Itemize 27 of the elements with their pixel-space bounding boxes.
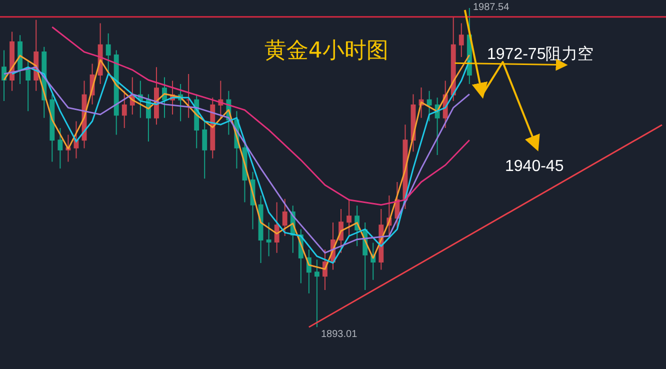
text: 黄金4小时图 (264, 38, 388, 64)
candlestick (66, 134, 71, 162)
annotation: 1987.54 (473, 2, 510, 13)
candlestick (50, 94, 55, 162)
annotation: 1972-75阻力空 (487, 45, 594, 63)
candlestick (210, 97, 216, 159)
candlestick (122, 90, 127, 128)
annotation: 1940-45 (505, 158, 564, 175)
candlestick (458, 22, 464, 58)
candlestick (74, 120, 79, 159)
candlestick (106, 32, 111, 74)
candlestick (426, 90, 432, 122)
candlestick (314, 259, 320, 328)
candlestick (266, 222, 272, 257)
candlestick (450, 16, 456, 102)
candlestick (186, 73, 192, 118)
candlestick (58, 127, 63, 169)
candlestick (18, 34, 23, 85)
candlestick (274, 202, 280, 254)
candlestick (26, 60, 31, 112)
candlestick (2, 50, 6, 102)
candlestick (162, 76, 167, 118)
candlestick (202, 120, 208, 180)
candlestick (282, 198, 288, 236)
candlestick (258, 194, 264, 264)
annotation: 1893.01 (321, 329, 358, 340)
candlestick (346, 198, 352, 236)
